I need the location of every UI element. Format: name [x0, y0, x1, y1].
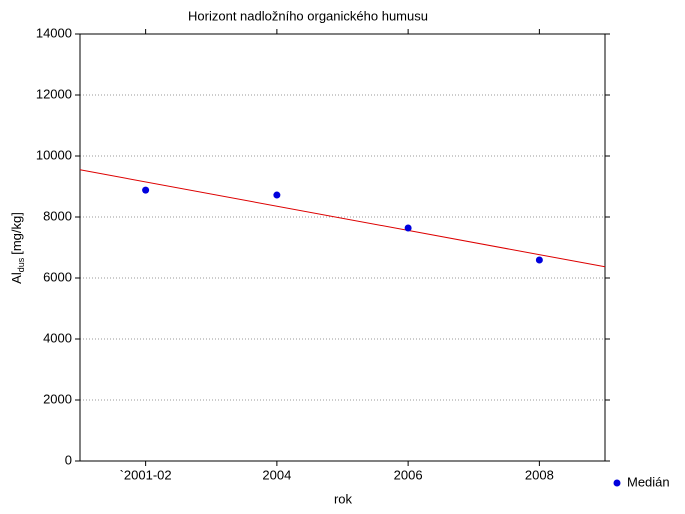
x-tick-label: `2001-02 — [120, 467, 172, 482]
y-label-main: Al — [9, 272, 24, 284]
y-tick-label: 10000 — [36, 147, 72, 162]
data-point — [142, 186, 150, 194]
y-tick-label: 14000 — [36, 25, 72, 40]
data-point — [273, 191, 281, 199]
y-label-unit: [mg/kg] — [9, 212, 24, 255]
y-tick-label: 2000 — [43, 391, 72, 406]
legend-marker — [613, 479, 621, 487]
plot-frame — [79, 33, 606, 462]
x-axis-label: rok — [334, 491, 353, 506]
trend-line — [79, 169, 606, 268]
data-point — [404, 224, 412, 232]
y-tick-label: 4000 — [43, 330, 72, 345]
x-tick-label: 2006 — [394, 467, 423, 482]
y-tick-label: 6000 — [43, 269, 72, 284]
y-tick-label: 8000 — [43, 208, 72, 223]
data-point — [535, 256, 543, 264]
y-tick-label: 12000 — [36, 86, 72, 101]
x-tick-label: 2004 — [262, 467, 291, 482]
legend-label: Medián — [627, 474, 670, 489]
plot-area — [80, 34, 605, 461]
x-tick-label: 2008 — [525, 467, 554, 482]
y-tick-label: 0 — [65, 452, 72, 467]
y-label-sub: dus — [16, 257, 26, 272]
y-axis-label: Aldus [mg/kg] — [9, 212, 26, 284]
chart-title: Horizont nadložního organického humusu — [188, 8, 428, 23]
